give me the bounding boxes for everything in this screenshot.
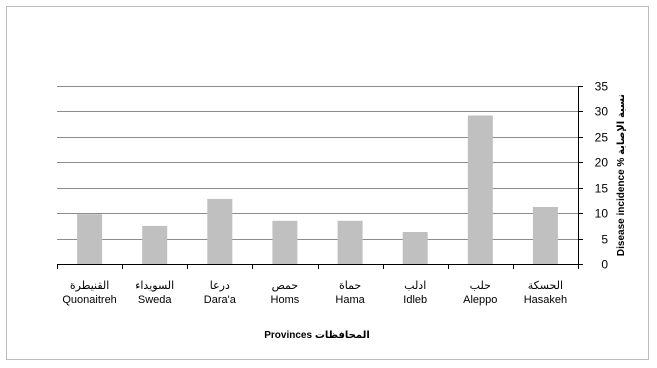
x-tick-label-english: Aleppo <box>463 294 497 306</box>
y-tick-label: 0 <box>601 258 608 272</box>
bar <box>532 207 558 264</box>
x-tick-label-arabic: درعا <box>210 280 230 292</box>
y-tick-label: 30 <box>595 105 609 119</box>
y-tick-label: 25 <box>595 131 609 145</box>
x-tick-label-arabic: ادلب <box>404 280 426 292</box>
x-tick-label-arabic: الحسكة <box>528 280 563 292</box>
bars <box>77 115 558 264</box>
bar <box>77 214 103 264</box>
x-tick-label-arabic: السويداء <box>135 280 174 292</box>
x-tick-label-english: Dara'a <box>204 294 237 306</box>
chart-frame <box>6 6 649 360</box>
x-tick-label-arabic: حماة <box>339 280 361 292</box>
x-tick-label-arabic: حلب <box>470 280 491 292</box>
y-tick-label: 5 <box>601 233 608 247</box>
bar <box>272 220 298 264</box>
gridlines <box>57 86 578 240</box>
bar <box>142 225 168 264</box>
y-axis-title: Disease incidence % نسبة الإصابة <box>616 94 627 256</box>
y-tick-label: 15 <box>595 182 609 196</box>
x-tick-label-arabic: القنيطرة <box>70 280 109 292</box>
bar <box>467 115 493 264</box>
x-tick-label-english: Sweda <box>138 294 173 306</box>
x-tick-label-english: Quonaitreh <box>62 294 116 306</box>
x-tick-label-english: Homs <box>271 294 300 306</box>
labels: 0 5 10 15 20 25 30 35 القنيطرة Quonaitreh السويداء… <box>62 80 627 342</box>
y-tick-label: 10 <box>595 207 609 221</box>
x-tick-label-english: Hama <box>335 294 365 306</box>
x-tick-label-arabic: حمص <box>272 280 299 292</box>
y-tick-label: 20 <box>595 156 609 170</box>
bar <box>207 198 233 264</box>
bar <box>337 220 363 264</box>
x-tick-label-english: Hasakeh <box>524 294 567 306</box>
x-axis-title: Provinces المحافظات <box>264 330 370 341</box>
bar <box>402 232 428 264</box>
x-tick-label-english: Idleb <box>403 294 427 306</box>
y-tick-label: 35 <box>595 80 609 94</box>
axes <box>57 86 583 269</box>
